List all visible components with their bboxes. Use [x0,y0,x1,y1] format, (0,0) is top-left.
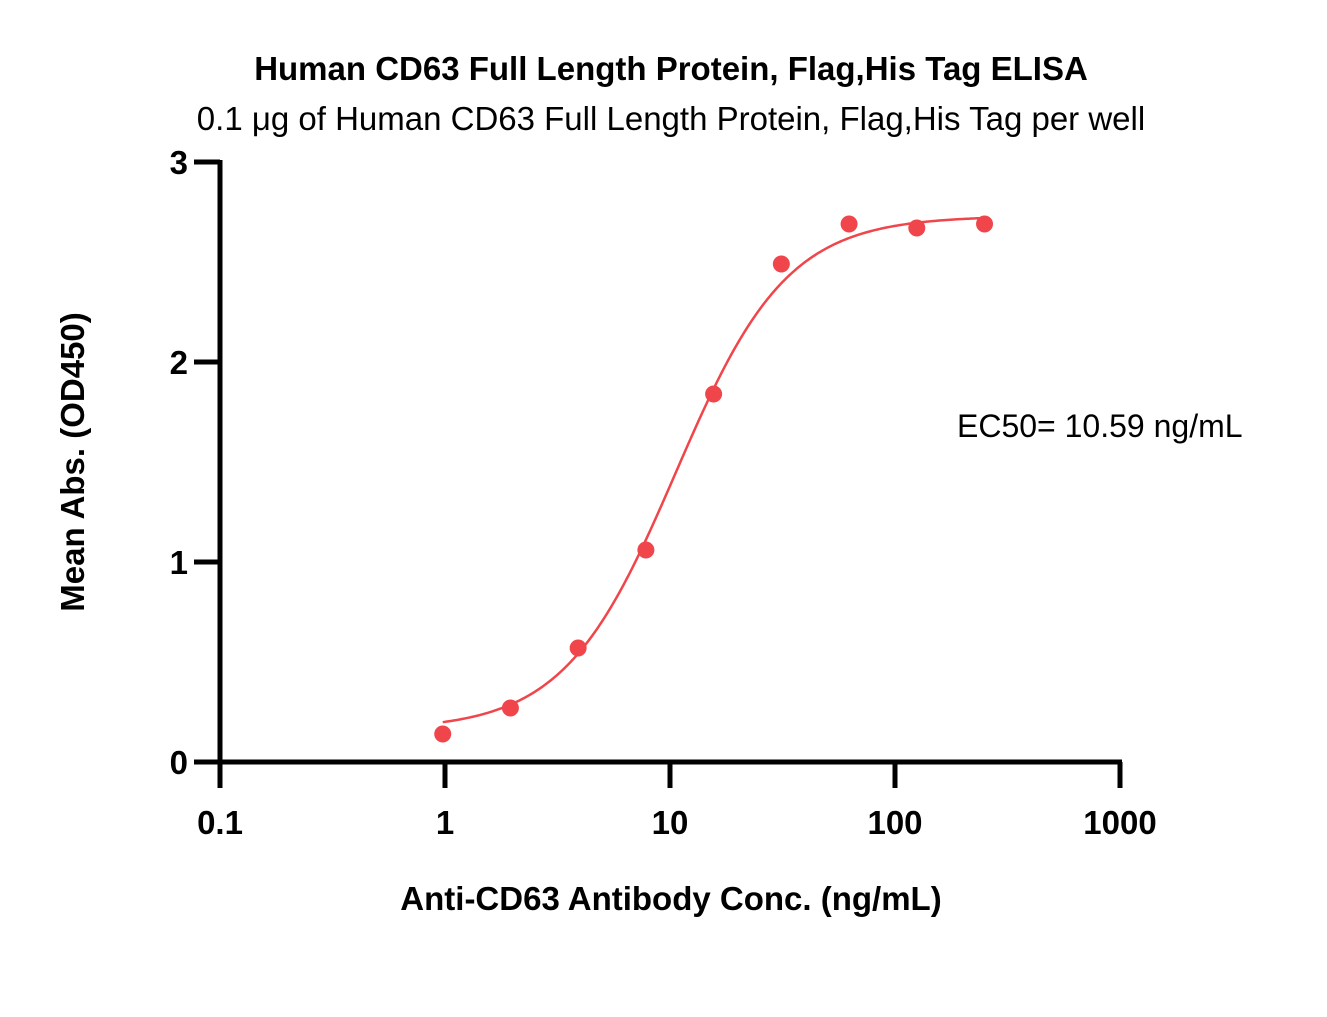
data-point [501,699,519,717]
x-tick-label: 100 [867,804,922,841]
x-tick-label: 0.1 [197,804,243,841]
data-point [840,215,858,233]
y-tick-label: 0 [170,744,188,781]
x-tick-label: 1000 [1083,804,1156,841]
data-point [705,385,723,403]
data-point [908,219,926,237]
x-axis-label: Anti-CD63 Antibody Conc. (ng/mL) [400,880,941,917]
y-tick-label: 2 [170,344,188,381]
fit-curve [442,216,985,724]
y-tick-label: 1 [170,544,188,581]
chart-subtitle: 0.1 μg of Human CD63 Full Length Protein… [197,100,1145,137]
data-marks [434,215,994,743]
data-point [569,639,587,657]
axes: 0 1 2 3 0.1 1 10 100 1000 [170,144,1157,841]
data-point [976,215,994,233]
y-axis-label: Mean Abs. (OD450) [54,312,91,612]
x-tick-label: 10 [652,804,689,841]
chart-title: Human CD63 Full Length Protein, Flag,His… [254,50,1088,87]
y-tick-label: 3 [170,144,188,181]
data-point [434,725,452,743]
x-tick-label: 1 [436,804,454,841]
ec50-annotation: EC50= 10.59 ng/mL [957,408,1243,444]
data-point [772,255,790,273]
data-point [637,541,655,559]
